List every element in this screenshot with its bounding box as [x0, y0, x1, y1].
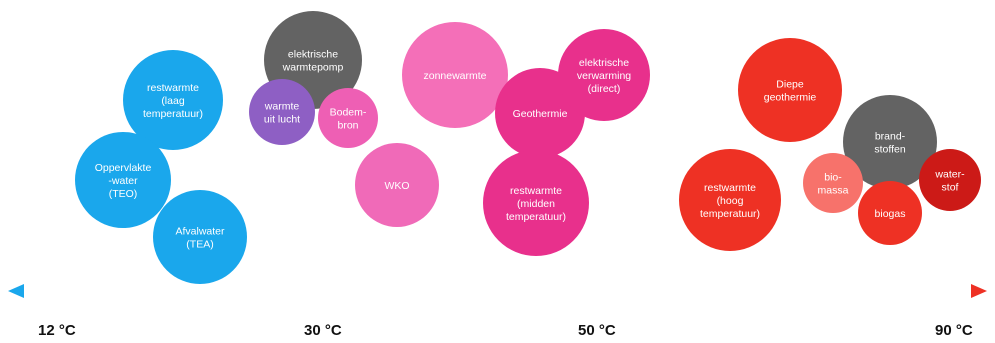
bubble-label-line: brand- — [875, 131, 906, 143]
bubble-label-line: (TEA) — [186, 239, 213, 251]
bubble-label-line: elektrische — [288, 49, 338, 61]
temp-label-30: 30 °C — [304, 322, 342, 339]
bubble-label-line: massa — [818, 185, 849, 197]
bubble-label-line: (direct) — [588, 83, 621, 95]
bubble-biomassa: bio-massa — [803, 153, 863, 213]
bubble-label-line: (TEO) — [109, 188, 138, 200]
bubble-label-line: water- — [934, 169, 965, 181]
bubble-circle — [355, 143, 439, 227]
bubble-biogas: biogas — [858, 181, 922, 245]
bubble-afvalwater: Afvalwater(TEA) — [153, 190, 247, 284]
bubble-brandstoffen: brand-stoffen — [843, 95, 937, 189]
bubble-label-line: bio- — [824, 172, 842, 184]
bubble-label-line: Oppervlakte — [95, 162, 152, 174]
bubble-label-line: stof — [942, 182, 959, 194]
bubble-circle — [858, 181, 922, 245]
temp-label-12: 12 °C — [38, 322, 76, 339]
bubble-circle — [483, 150, 589, 256]
bubble-circle — [402, 22, 508, 128]
bubble-circle — [75, 132, 171, 228]
bubble-waterstof: water-stof — [919, 149, 981, 211]
bubble-label-line: biogas — [875, 208, 906, 220]
bubble-circle — [919, 149, 981, 211]
bubble-circle — [843, 95, 937, 189]
bubble-circle — [803, 153, 863, 213]
bubble-label-line: Afvalwater — [175, 226, 225, 238]
axis-arrow-right — [971, 284, 987, 298]
bubble-label-line: temperatuur) — [143, 108, 203, 120]
bubble-label-line: warmtepomp — [282, 62, 344, 74]
bubble-label-line: warmte — [264, 101, 300, 113]
bubble-label-line: restwarmte — [147, 82, 199, 94]
bubble-oppervlaktewater: Oppervlakte-water(TEO) — [75, 132, 171, 228]
bubble-label-line: restwarmte — [704, 182, 756, 194]
bubble-circle — [738, 38, 842, 142]
bubble-label-line: restwarmte — [510, 185, 562, 197]
bubbles-layer: restwarmte(laagtemperatuur)Oppervlakte-w… — [75, 11, 981, 284]
temp-label-50: 50 °C — [578, 322, 616, 339]
temperature-axis — [8, 284, 987, 298]
bubble-label-line: zonnewarmte — [423, 70, 486, 82]
bubble-circle — [123, 50, 223, 150]
bubble-circle — [679, 149, 781, 251]
bubble-circle — [249, 79, 315, 145]
bubble-circle — [318, 88, 378, 148]
bubble-label-line: geothermie — [764, 92, 817, 104]
bubble-label-line: (midden — [517, 198, 555, 210]
bubble-label-line: elektrische — [579, 57, 629, 69]
bubble-label-line: Geothermie — [513, 108, 568, 120]
bubble-circle — [558, 29, 650, 121]
bubble-bodembron: Bodem-bron — [318, 88, 378, 148]
bubble-label-line: bron — [337, 120, 358, 132]
bubble-circle — [153, 190, 247, 284]
bubble-label-line: Diepe — [776, 79, 804, 91]
bubble-label-line: WKO — [384, 180, 409, 192]
bubble-label-line: (laag — [161, 95, 185, 107]
axis-arrow-left — [8, 284, 24, 298]
temp-label-90: 90 °C — [935, 322, 973, 339]
bubble-label-line: Bodem- — [330, 107, 367, 119]
bubble-wko: WKO — [355, 143, 439, 227]
bubble-label-line: temperatuur) — [700, 208, 760, 220]
bubble-label-line: verwarming — [577, 70, 631, 82]
bubble-zonnewarmte: zonnewarmte — [402, 22, 508, 128]
bubble-label-line: temperatuur) — [506, 211, 566, 223]
bubble-label-line: (hoog — [717, 195, 744, 207]
bubble-label-line: uit lucht — [264, 114, 300, 126]
bubble-label-line: stoffen — [874, 144, 905, 156]
bubble-label-line: -water — [108, 175, 138, 187]
